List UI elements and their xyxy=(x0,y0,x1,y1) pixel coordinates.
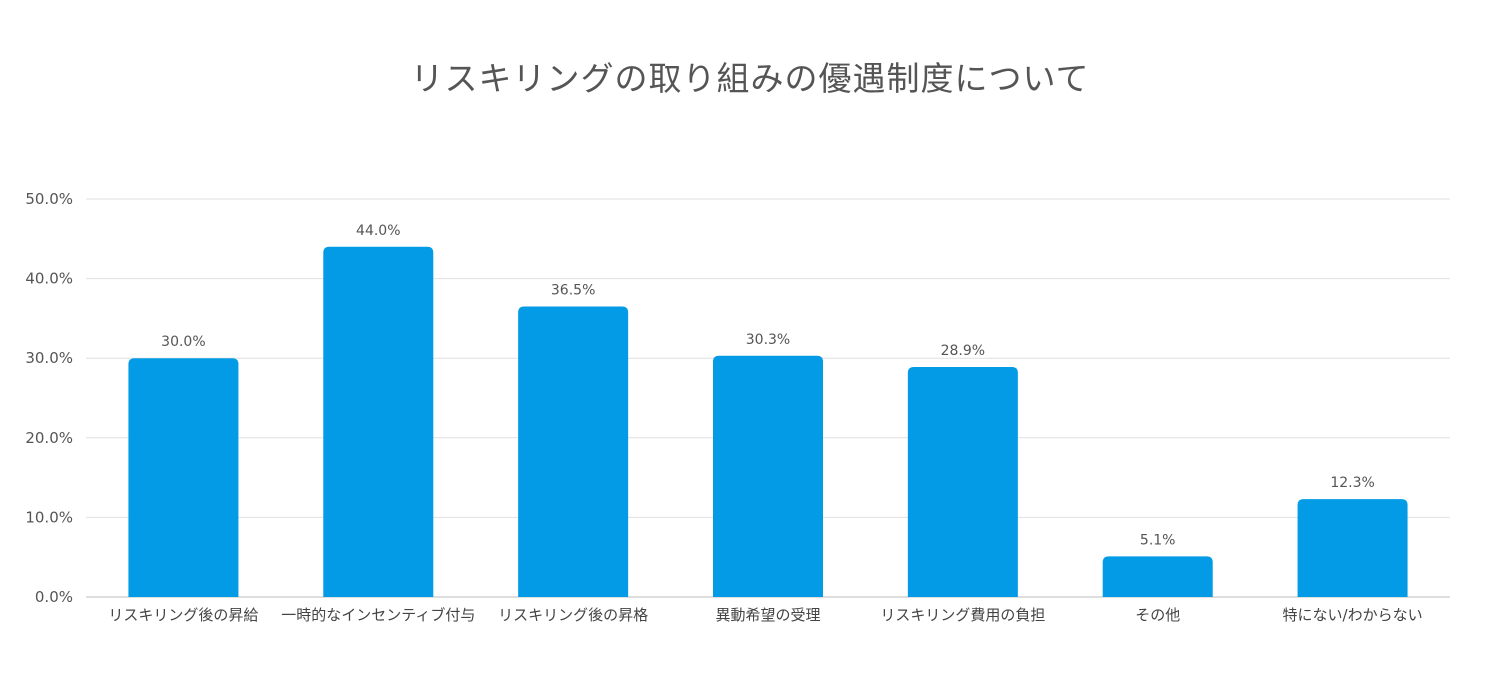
bar xyxy=(1102,556,1213,597)
data-label: 5.1% xyxy=(1140,532,1176,548)
y-tick-label: 30.0% xyxy=(25,349,73,367)
bar xyxy=(128,358,239,597)
data-label: 30.0% xyxy=(161,334,205,350)
bar xyxy=(713,355,823,597)
bars xyxy=(128,246,1408,597)
data-labels: 30.0% 44.0% 36.5% 30.3% 28.9% 5.1% 12.3% xyxy=(161,223,1375,549)
data-label: 28.9% xyxy=(941,343,985,359)
category-label: リスキリング費用の負担 xyxy=(880,606,1045,624)
y-tick-label: 40.0% xyxy=(25,270,73,288)
bar xyxy=(323,246,434,597)
y-tick-label: 20.0% xyxy=(25,429,73,447)
data-label: 36.5% xyxy=(551,282,595,298)
data-label: 30.3% xyxy=(746,332,790,348)
x-axis-categories: リスキリング後の昇給 一時的なインセンティブ付与 リスキリング後の昇格 異動希望の受理… xyxy=(108,606,1422,624)
category-label: 異動希望の受理 xyxy=(715,606,820,624)
bar xyxy=(518,306,629,597)
category-label: リスキリング後の昇給 xyxy=(108,606,258,624)
data-label: 12.3% xyxy=(1330,475,1374,491)
bar xyxy=(1297,499,1408,597)
chart-title: リスキリングの取り組みの優遇制度について xyxy=(410,59,1090,98)
y-axis-ticks: 0.0% 10.0% 20.0% 30.0% 40.0% 50.0% xyxy=(25,190,73,606)
category-label: リスキリング後の昇格 xyxy=(498,606,648,624)
bar xyxy=(907,366,1018,597)
y-tick-label: 10.0% xyxy=(25,508,73,526)
data-label: 44.0% xyxy=(356,223,400,239)
y-tick-label: 0.0% xyxy=(35,588,73,606)
category-label: 特にない/わからない xyxy=(1283,606,1423,624)
category-label: その他 xyxy=(1135,606,1180,624)
y-tick-label: 50.0% xyxy=(25,190,73,208)
category-label: 一時的なインセンティブ付与 xyxy=(281,606,475,624)
